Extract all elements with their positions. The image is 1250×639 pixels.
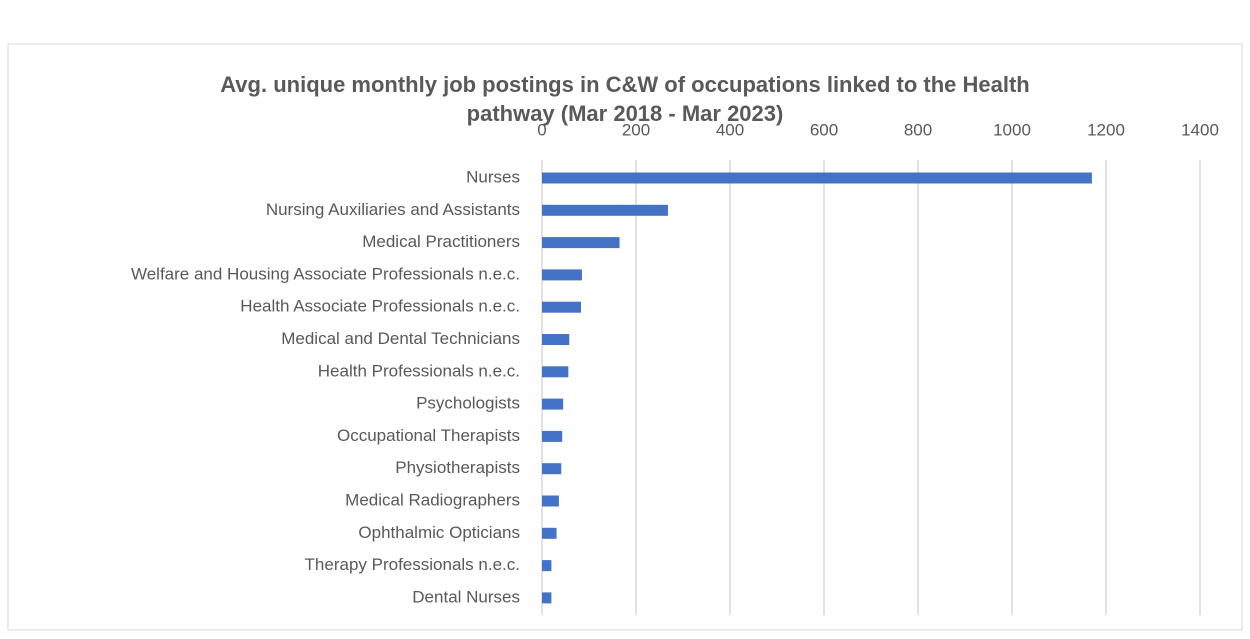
y-tick-label: Medical Radiographers: [345, 490, 520, 509]
x-tick-label: 600: [810, 120, 838, 139]
bar: [542, 204, 668, 216]
chart-title: Avg. unique monthly job postings in C&W …: [220, 72, 1030, 126]
y-tick-label: Dental Nurses: [412, 587, 520, 606]
x-tick-label: 400: [716, 120, 744, 139]
bar: [542, 463, 562, 475]
y-tick-label: Medical and Dental Technicians: [281, 329, 520, 348]
y-tick-label: Occupational Therapists: [337, 426, 520, 445]
y-tick-label: Physiotherapists: [395, 458, 520, 477]
chart-frame: [7, 43, 1243, 631]
bar: [542, 366, 569, 378]
y-tick-label: Ophthalmic Opticians: [358, 523, 520, 542]
bar: [542, 334, 570, 345]
x-tick-label: 1000: [993, 120, 1031, 139]
bar: [542, 430, 563, 442]
y-tick-label: Health Associate Professionals n.e.c.: [240, 297, 520, 316]
bar: [542, 301, 582, 313]
bar: [542, 398, 564, 410]
bar: [542, 527, 557, 539]
bar: [542, 237, 620, 249]
bar: [542, 495, 559, 507]
x-tick-label: 0: [537, 120, 546, 139]
bar: [542, 172, 1092, 184]
x-tick-label: 1400: [1181, 120, 1219, 139]
bar: [542, 269, 582, 281]
title-box: Avg. unique monthly job postings in C&W …: [0, 70, 1250, 128]
y-tick-label: Health Professionals n.e.c.: [318, 361, 520, 380]
y-tick-label: Welfare and Housing Associate Profession…: [131, 264, 520, 283]
y-tick-label: Psychologists: [416, 394, 520, 413]
y-tick-label: Medical Practitioners: [362, 232, 520, 251]
x-tick-label: 800: [904, 120, 932, 139]
y-tick-label: Therapy Professionals n.e.c.: [305, 555, 520, 574]
x-tick-label: 200: [622, 120, 650, 139]
bar: [542, 560, 552, 572]
bar: [542, 592, 552, 604]
y-tick-label: Nursing Auxiliaries and Assistants: [266, 200, 520, 219]
x-tick-label: 1200: [1087, 120, 1125, 139]
y-tick-label: Nurses: [466, 167, 520, 186]
